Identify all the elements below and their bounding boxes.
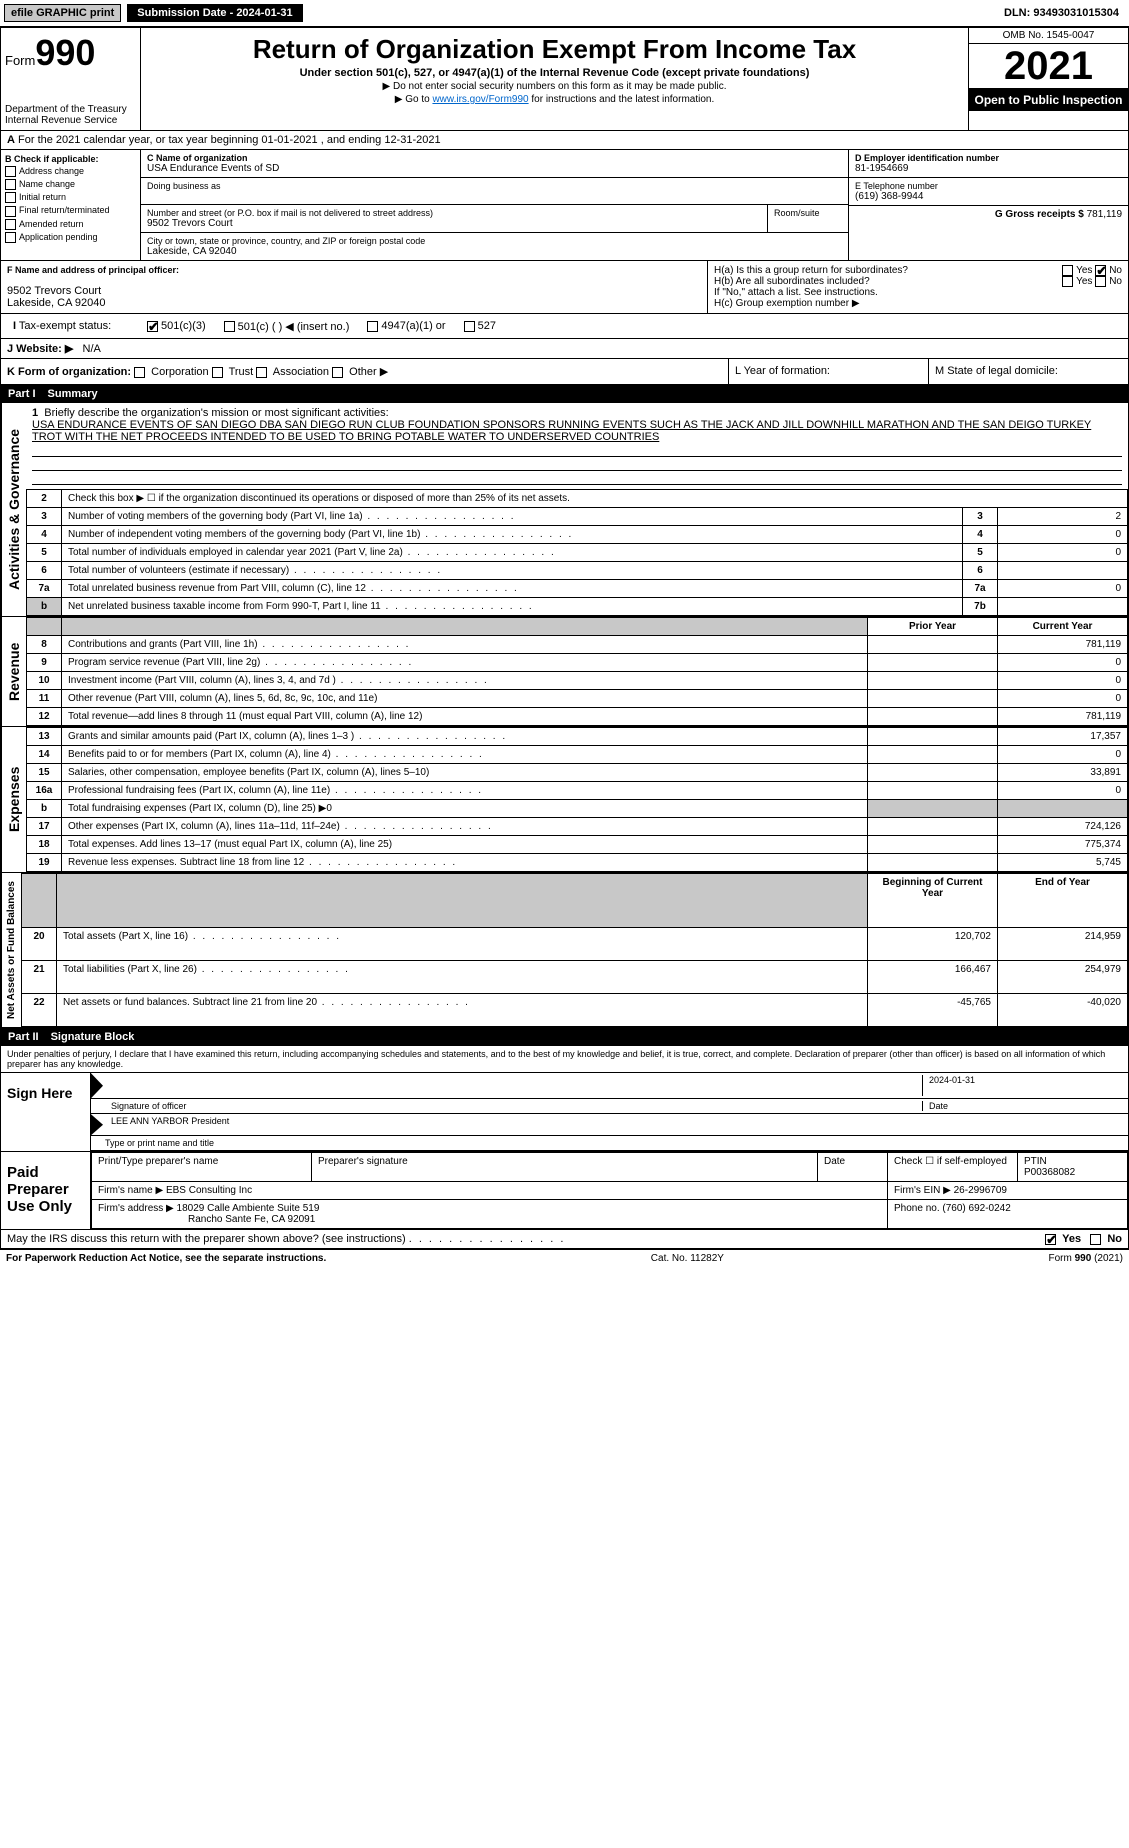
chk-initial[interactable]: Initial return <box>5 192 136 203</box>
expenses-table: 13Grants and similar amounts paid (Part … <box>26 727 1128 872</box>
phone-value: (619) 368-9944 <box>855 191 1122 202</box>
chk-address[interactable]: Address change <box>5 166 136 177</box>
chk-501c[interactable] <box>224 321 235 332</box>
form-num: 990 <box>35 32 95 73</box>
city-state-zip: Lakeside, CA 92040 <box>147 246 842 257</box>
box-m: M State of legal domicile: <box>928 359 1128 384</box>
box-deg: D Employer identification number 81-1954… <box>848 150 1128 260</box>
irs-link[interactable]: www.irs.gov/Form990 <box>432 94 528 105</box>
chk-4947[interactable] <box>367 321 378 332</box>
box-h: H(a) Is this a group return for subordin… <box>708 261 1128 313</box>
declaration: Under penalties of perjury, I declare th… <box>0 1046 1129 1073</box>
vlabel-rev: Revenue <box>1 617 26 726</box>
firm-addr2: Rancho Sante Fe, CA 92091 <box>98 1214 315 1225</box>
footer-left: For Paperwork Reduction Act Notice, see … <box>6 1253 326 1264</box>
footer-mid: Cat. No. 11282Y <box>651 1253 724 1264</box>
netassets-table: Beginning of Current YearEnd of Year 20T… <box>21 873 1128 1027</box>
chk-amended[interactable]: Amended return <box>5 219 136 230</box>
part1-netassets: Net Assets or Fund Balances Beginning of… <box>0 873 1129 1028</box>
form-title: Return of Organization Exempt From Incom… <box>145 34 964 65</box>
line-a: A For the 2021 calendar year, or tax yea… <box>0 131 1129 150</box>
chk-trust[interactable] <box>212 367 223 378</box>
firm-name: EBS Consulting Inc <box>166 1185 252 1196</box>
vlabel-ag: Activities & Governance <box>1 403 26 616</box>
sig-date: 2024-01-31 <box>922 1075 1122 1096</box>
chk-final[interactable]: Final return/terminated <box>5 205 136 216</box>
part1-revenue: Revenue Prior YearCurrent Year 8Contribu… <box>0 617 1129 727</box>
note-link: ▶ Go to www.irs.gov/Form990 for instruct… <box>145 94 964 105</box>
box-k: K Form of organization: Corporation Trus… <box>1 359 728 384</box>
vlabel-net: Net Assets or Fund Balances <box>1 873 21 1027</box>
org-name: USA Endurance Events of SD <box>147 163 842 174</box>
dln-label: DLN: 93493031015304 <box>998 5 1125 21</box>
discuss-yes[interactable] <box>1045 1234 1056 1245</box>
dept-label: Department of the Treasury <box>5 104 136 115</box>
part2-header: Part II Signature Block <box>0 1028 1129 1046</box>
vlabel-exp: Expenses <box>1 727 26 872</box>
ag-table: 2Check this box ▶ ☐ if the organization … <box>26 489 1128 616</box>
discuss-no[interactable] <box>1090 1234 1101 1245</box>
firm-phone: (760) 692-0242 <box>942 1203 1010 1214</box>
tax-year: 2021 <box>969 44 1128 89</box>
top-bar: efile GRAPHIC print Submission Date - 20… <box>0 0 1129 27</box>
header-mid: Return of Organization Exempt From Incom… <box>141 28 968 130</box>
note-ssn: ▶ Do not enter social security numbers o… <box>145 81 964 92</box>
box-i: I Tax-exempt status: 501(c)(3) 501(c) ( … <box>0 314 1129 339</box>
section-fh: F Name and address of principal officer:… <box>0 261 1129 314</box>
dba-label: Doing business as <box>147 181 842 191</box>
chk-501c3[interactable] <box>147 321 158 332</box>
footer-right: Form 990 (2021) <box>1049 1253 1123 1264</box>
part1-header: Part I Summary <box>0 385 1129 403</box>
hb-no[interactable] <box>1095 276 1106 287</box>
firm-ein: 26-2996709 <box>954 1185 1007 1196</box>
chk-527[interactable] <box>464 321 475 332</box>
ptin-value: P00368082 <box>1024 1167 1075 1178</box>
form-header: Form990 Department of the Treasury Inter… <box>0 27 1129 131</box>
chk-other[interactable] <box>332 367 343 378</box>
preparer-table: Print/Type preparer's name Preparer's si… <box>91 1152 1128 1229</box>
section-bcdeg: B Check if applicable: Address change Na… <box>0 150 1129 261</box>
room-suite-label: Room/suite <box>768 205 848 232</box>
website-value: N/A <box>83 343 101 355</box>
ha-no[interactable] <box>1095 265 1106 276</box>
part1-expenses: Expenses 13Grants and similar amounts pa… <box>0 727 1129 873</box>
header-left: Form990 Department of the Treasury Inter… <box>1 28 141 130</box>
sign-here-section: Sign Here 2024-01-31 Signature of office… <box>0 1073 1129 1152</box>
efile-label: efile GRAPHIC print <box>4 4 121 22</box>
ha-yes[interactable] <box>1062 265 1073 276</box>
box-f: F Name and address of principal officer:… <box>1 261 708 313</box>
chk-name[interactable]: Name change <box>5 179 136 190</box>
sign-here-label: Sign Here <box>1 1073 91 1151</box>
street-address: 9502 Trevors Court <box>147 218 761 229</box>
officer-name: LEE ANN YARBOR President <box>97 1116 1122 1126</box>
page-footer: For Paperwork Reduction Act Notice, see … <box>0 1249 1129 1267</box>
form-label: Form <box>5 53 35 68</box>
box-c: C Name of organization USA Endurance Eve… <box>141 150 848 260</box>
irs-label: Internal Revenue Service <box>5 115 136 126</box>
box-l: L Year of formation: <box>728 359 928 384</box>
submission-date-button[interactable]: Submission Date - 2024-01-31 <box>127 4 302 22</box>
open-public: Open to Public Inspection <box>969 89 1128 111</box>
part1-ag: Activities & Governance 1 Briefly descri… <box>0 403 1129 617</box>
chk-pending[interactable]: Application pending <box>5 232 136 243</box>
may-discuss-row: May the IRS discuss this return with the… <box>0 1230 1129 1249</box>
form-subtitle: Under section 501(c), 527, or 4947(a)(1)… <box>145 67 964 79</box>
firm-addr1: 18029 Calle Ambiente Suite 519 <box>177 1203 320 1214</box>
paid-preparer-label: Paid Preparer Use Only <box>1 1152 91 1229</box>
box-klm: K Form of organization: Corporation Trus… <box>0 359 1129 385</box>
ein-value: 81-1954669 <box>855 163 1122 174</box>
header-right: OMB No. 1545-0047 2021 Open to Public In… <box>968 28 1128 130</box>
chk-assoc[interactable] <box>256 367 267 378</box>
box-b: B Check if applicable: Address change Na… <box>1 150 141 260</box>
hb-yes[interactable] <box>1062 276 1073 287</box>
revenue-table: Prior YearCurrent Year 8Contributions an… <box>26 617 1128 726</box>
form-number: Form990 <box>5 32 136 74</box>
chk-corp[interactable] <box>134 367 145 378</box>
omb-number: OMB No. 1545-0047 <box>969 28 1128 44</box>
mission-text: USA ENDURANCE EVENTS OF SAN DIEGO DBA SA… <box>32 419 1091 443</box>
box-j: J Website: ▶ N/A <box>0 339 1129 359</box>
gross-receipts: 781,119 <box>1087 209 1122 220</box>
paid-preparer-section: Paid Preparer Use Only Print/Type prepar… <box>0 1152 1129 1230</box>
